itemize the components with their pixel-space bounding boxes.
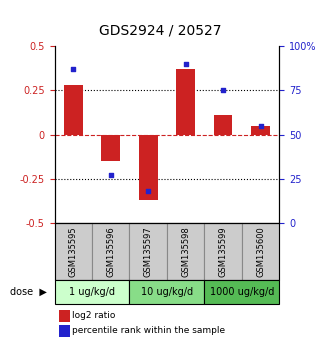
Bar [139,135,158,200]
Point [221,87,226,93]
Text: GSM135597: GSM135597 [144,226,153,277]
Point [71,66,76,72]
Bar [59,310,70,322]
Bar [101,135,120,161]
Text: GSM135600: GSM135600 [256,226,265,277]
Point [146,188,151,194]
Text: GSM135599: GSM135599 [219,226,228,277]
Text: GSM135595: GSM135595 [69,226,78,277]
Text: 10 ug/kg/d: 10 ug/kg/d [141,287,193,297]
Bar [204,280,279,304]
Bar [55,223,92,280]
Text: 1000 ug/kg/d: 1000 ug/kg/d [210,287,274,297]
Text: dose  ▶: dose ▶ [10,287,47,297]
Bar [59,325,70,337]
Point [108,172,113,178]
Text: GSM135596: GSM135596 [106,226,115,277]
Bar [92,223,129,280]
Bar [55,280,129,304]
Bar [251,126,270,135]
Text: 1 ug/kg/d: 1 ug/kg/d [69,287,115,297]
Text: log2 ratio: log2 ratio [72,312,115,320]
Bar [129,223,167,280]
Bar [176,69,195,135]
Bar [204,223,242,280]
Bar [214,115,232,135]
Bar [129,280,204,304]
Point [183,61,188,67]
Text: GSM135598: GSM135598 [181,226,190,277]
Bar [64,85,83,135]
Bar [242,223,279,280]
Text: percentile rank within the sample: percentile rank within the sample [72,326,225,336]
Text: GDS2924 / 20527: GDS2924 / 20527 [99,23,222,37]
Point [258,123,263,129]
Bar [167,223,204,280]
